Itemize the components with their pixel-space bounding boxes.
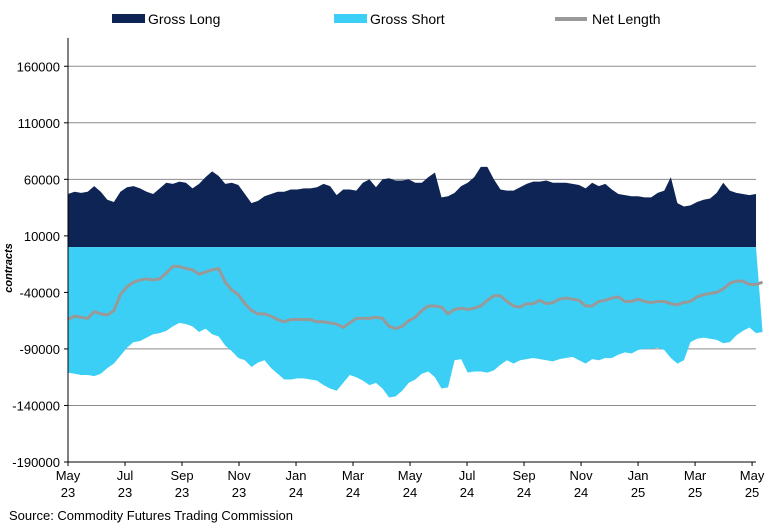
series-gross-long-area <box>68 166 756 248</box>
x-tick-year-0: 23 <box>61 485 75 500</box>
y-tick-label-4: -40000 <box>20 285 60 300</box>
x-tick-year-4: 24 <box>289 485 303 500</box>
x-tick-year-8: 24 <box>517 485 531 500</box>
x-tick-month-8: Sep <box>512 468 535 483</box>
y-tick-label-0: 160000 <box>17 59 60 74</box>
y-tick-label-3: 10000 <box>24 229 60 244</box>
x-tick-year-11: 25 <box>688 485 702 500</box>
x-tick-year-6: 24 <box>403 485 417 500</box>
y-tick-label-5: -90000 <box>20 342 60 357</box>
x-tick-month-11: Mar <box>684 468 707 483</box>
x-tick-month-7: Jul <box>459 468 476 483</box>
y-tick-label-2: 60000 <box>24 172 60 187</box>
y-tick-label-6: -140000 <box>12 398 60 413</box>
x-tick-month-0: May <box>56 468 81 483</box>
axes <box>67 38 756 463</box>
y-axis-ticks: 160000 110000 60000 10000 -40000 -90000 -14000… <box>12 59 68 470</box>
x-tick-month-4: Jan <box>286 468 307 483</box>
legend-label-net-length: Net Length <box>592 11 661 27</box>
y-axis-label: contracts <box>3 243 15 293</box>
x-axis-ticks: May 23 Jul 23 Sep 23 Nov 23 Jan 24 Mar 24 May 24 Jul 24… <box>56 462 765 500</box>
x-tick-year-7: 24 <box>460 485 474 500</box>
series-gross-short-area <box>68 247 763 398</box>
series-net-length-line <box>67 264 764 331</box>
x-tick-year-1: 23 <box>118 485 132 500</box>
x-tick-month-9: Nov <box>569 468 593 483</box>
legend-label-gross-long: Gross Long <box>148 11 220 27</box>
x-tick-year-9: 24 <box>574 485 588 500</box>
x-tick-year-2: 23 <box>175 485 189 500</box>
x-tick-month-12: May <box>740 468 765 483</box>
x-tick-month-1: Jul <box>117 468 134 483</box>
x-tick-year-3: 23 <box>232 485 246 500</box>
x-tick-year-5: 24 <box>346 485 360 500</box>
x-tick-month-5: Mar <box>342 468 365 483</box>
y-tick-label-7: -190000 <box>12 455 60 470</box>
x-tick-month-6: May <box>398 468 423 483</box>
x-tick-month-10: Jan <box>628 468 649 483</box>
legend: Gross Long Gross Short Net Length <box>112 11 661 27</box>
y-tick-label-1: 110000 <box>18 116 60 131</box>
legend-swatch-gross-short <box>334 14 367 23</box>
x-tick-month-2: Sep <box>170 468 193 483</box>
legend-swatch-gross-long <box>112 14 145 23</box>
x-tick-month-3: Nov <box>227 468 251 483</box>
x-tick-year-10: 25 <box>631 485 645 500</box>
source-note: Source: Commodity Futures Trading Commis… <box>9 508 293 523</box>
legend-label-gross-short: Gross Short <box>370 11 445 27</box>
x-tick-year-12: 25 <box>745 485 759 500</box>
